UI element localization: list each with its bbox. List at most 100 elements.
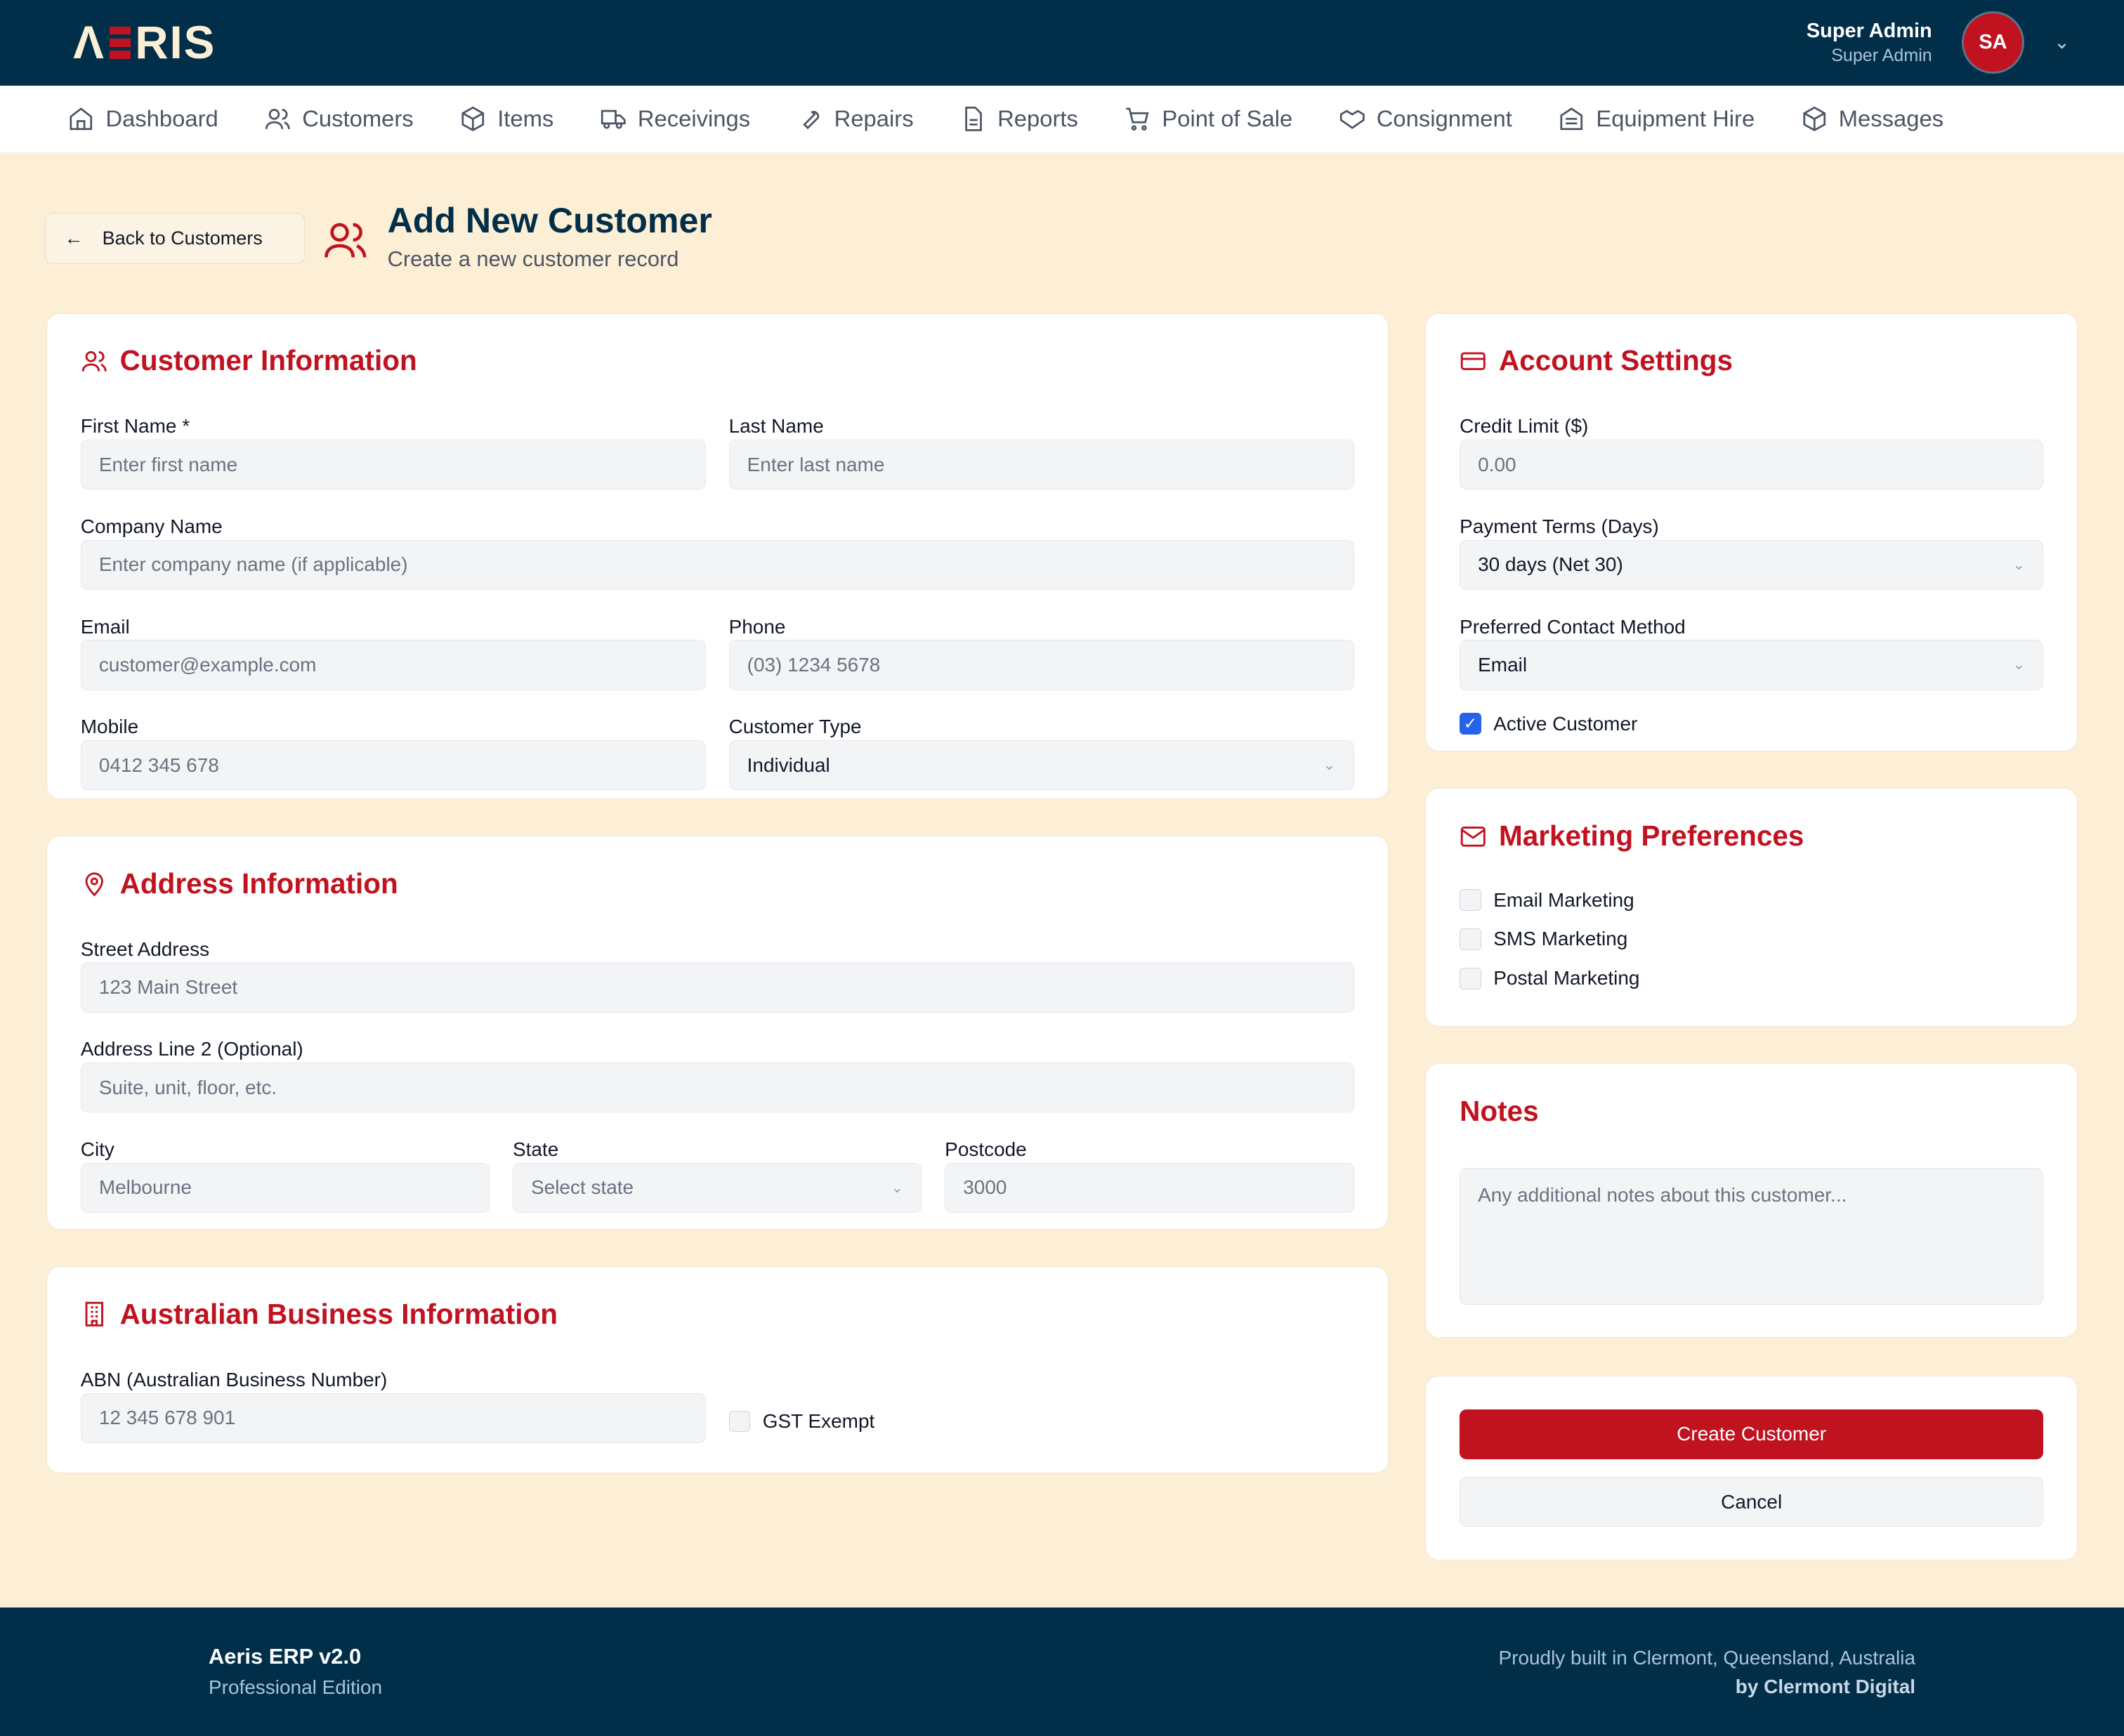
nav-label: Repairs — [834, 105, 914, 132]
nav-label: Reports — [997, 105, 1078, 132]
contact-method-select[interactable]: Email ⌄ — [1460, 640, 2044, 690]
credit-limit-input[interactable]: 0.00 — [1460, 439, 2044, 490]
chevron-down-icon: ⌄ — [891, 1179, 904, 1196]
marketing-preferences-card: Marketing Preferences Email Marketing SM… — [1424, 788, 2078, 1027]
street-input[interactable]: 123 Main Street — [80, 962, 1354, 1013]
mobile-input[interactable]: 0412 345 678 — [80, 739, 706, 791]
account-settings-card: Account Settings Credit Limit ($) 0.00 Pa… — [1424, 313, 2078, 752]
logo[interactable]: Λ RIS — [73, 17, 216, 69]
cancel-button[interactable]: Cancel — [1460, 1477, 2044, 1527]
footer-built: Proudly built in Clermont, Queensland, A… — [1498, 1647, 1916, 1669]
actions-card: Create Customer Cancel — [1424, 1376, 2078, 1560]
users-icon — [324, 223, 367, 258]
phone-input[interactable]: (03) 1234 5678 — [728, 640, 1354, 690]
email-label: Email — [80, 615, 130, 638]
payment-terms-select[interactable]: 30 days (Net 30) ⌄ — [1460, 539, 2044, 590]
checkbox[interactable] — [728, 1410, 751, 1433]
sms-marketing-checkbox[interactable]: SMS Marketing — [1460, 926, 2043, 953]
contact-method-label: Preferred Contact Method — [1460, 615, 1686, 638]
business-information-card: Australian Business Information ABN (Aus… — [46, 1266, 1389, 1474]
phone-label: Phone — [728, 615, 786, 638]
postal-marketing-checkbox[interactable]: Postal Marketing — [1460, 965, 2043, 992]
postcode-label: Postcode — [945, 1138, 1027, 1160]
package-icon — [461, 106, 485, 131]
customer-information-card: Customer Information First Name * Enter f… — [46, 313, 1389, 799]
users-icon — [81, 350, 107, 371]
page-title: Add New Customer — [387, 201, 712, 241]
nav-equipment-hire[interactable]: Equipment Hire — [1558, 105, 1755, 133]
footer-edition: Professional Edition — [209, 1676, 383, 1698]
nav-dashboard[interactable]: Dashboard — [67, 105, 218, 133]
main-nav: Dashboard Customers Items Receivings Rep… — [0, 85, 2124, 153]
footer-product: Aeris ERP v2.0 — [209, 1644, 362, 1669]
card-title: Australian Business Information — [119, 1298, 558, 1331]
nav-repairs[interactable]: Repairs — [796, 105, 914, 133]
abn-input[interactable]: 12 345 678 901 — [80, 1393, 706, 1443]
avatar[interactable]: SA — [1962, 11, 2024, 74]
nav-items[interactable]: Items — [459, 105, 553, 133]
page-header: Add New Customer Create a new customer re… — [322, 200, 712, 272]
state-label: State — [512, 1138, 559, 1160]
mail-icon — [1460, 826, 1486, 847]
building-icon — [85, 1302, 103, 1327]
select-value: 30 days (Net 30) — [1478, 553, 1623, 576]
nav-messages[interactable]: Messages — [1801, 105, 1943, 133]
address-information-card: Address Information Street Address 123 Ma… — [46, 835, 1389, 1230]
company-label: Company Name — [80, 515, 223, 537]
footer-by[interactable]: by Clermont Digital — [1735, 1675, 1916, 1697]
nav-point-of-sale[interactable]: Point of Sale — [1124, 105, 1292, 133]
home-icon — [70, 107, 93, 131]
checkbox[interactable] — [1460, 889, 1481, 911]
users-icon — [266, 108, 290, 129]
checkbox-label: GST Exempt — [762, 1410, 875, 1433]
checkbox[interactable] — [1460, 967, 1481, 989]
user-menu[interactable]: Super Admin Super Admin SA ⌄ — [1807, 11, 2070, 74]
footer: Aeris ERP v2.0 Professional Edition Proud… — [0, 1607, 2124, 1736]
checkbox-label: Postal Marketing — [1493, 967, 1640, 989]
customer-type-select[interactable]: Individual ⌄ — [728, 739, 1354, 791]
check-icon[interactable]: ✓ — [1460, 713, 1481, 735]
abn-label: ABN (Australian Business Number) — [80, 1368, 388, 1390]
chevron-down-icon[interactable]: ⌄ — [2054, 32, 2070, 53]
company-input[interactable]: Enter company name (if applicable) — [80, 539, 1354, 590]
nav-label: Customers — [302, 105, 414, 132]
checkbox[interactable] — [1460, 928, 1481, 950]
handshake-icon — [1339, 110, 1365, 129]
city-input[interactable]: Melbourne — [80, 1162, 490, 1213]
package-icon — [1803, 106, 1825, 131]
address-line2-input[interactable]: Suite, unit, floor, etc. — [80, 1062, 1354, 1113]
card-title: Customer Information — [119, 344, 417, 377]
credit-card-icon — [1460, 352, 1486, 370]
last-name-input[interactable]: Enter last name — [728, 439, 1354, 490]
create-customer-button[interactable]: Create Customer — [1460, 1409, 2044, 1460]
map-pin-icon — [85, 872, 103, 897]
email-marketing-checkbox[interactable]: Email Marketing — [1460, 886, 2043, 914]
back-to-customers-button[interactable]: ← Back to Customers — [44, 212, 305, 265]
nav-consignment[interactable]: Consignment — [1339, 105, 1512, 133]
first-name-input[interactable]: Enter first name — [80, 439, 706, 490]
payment-terms-label: Payment Terms (Days) — [1460, 515, 1659, 537]
credit-limit-label: Credit Limit ($) — [1460, 415, 1589, 438]
email-input[interactable]: customer@example.com — [80, 640, 706, 690]
customer-type-label: Customer Type — [728, 716, 862, 738]
gst-exempt-checkbox[interactable]: GST Exempt — [728, 1408, 1354, 1435]
street-label: Street Address — [80, 938, 210, 960]
nav-label: Equipment Hire — [1596, 105, 1755, 132]
back-label: Back to Customers — [102, 227, 263, 249]
nav-reports[interactable]: Reports — [959, 105, 1078, 133]
building-icon — [1560, 107, 1583, 131]
checkbox-label: Active Customer — [1493, 712, 1638, 735]
nav-label: Consignment — [1376, 105, 1512, 132]
state-select[interactable]: Select state ⌄ — [512, 1162, 922, 1213]
last-name-label: Last Name — [728, 415, 824, 438]
checkbox-label: Email Marketing — [1493, 888, 1634, 911]
mobile-label: Mobile — [80, 716, 139, 738]
postcode-input[interactable]: 3000 — [945, 1162, 1354, 1213]
nav-customers[interactable]: Customers — [264, 105, 414, 133]
notes-textarea[interactable]: Any additional notes about this customer… — [1460, 1168, 2044, 1306]
page-subtitle: Create a new customer record — [387, 246, 679, 272]
card-title: Address Information — [119, 867, 398, 900]
nav-receivings[interactable]: Receivings — [600, 105, 750, 133]
active-customer-checkbox[interactable]: ✓ Active Customer — [1460, 710, 2043, 737]
select-value: Email — [1478, 653, 1528, 676]
